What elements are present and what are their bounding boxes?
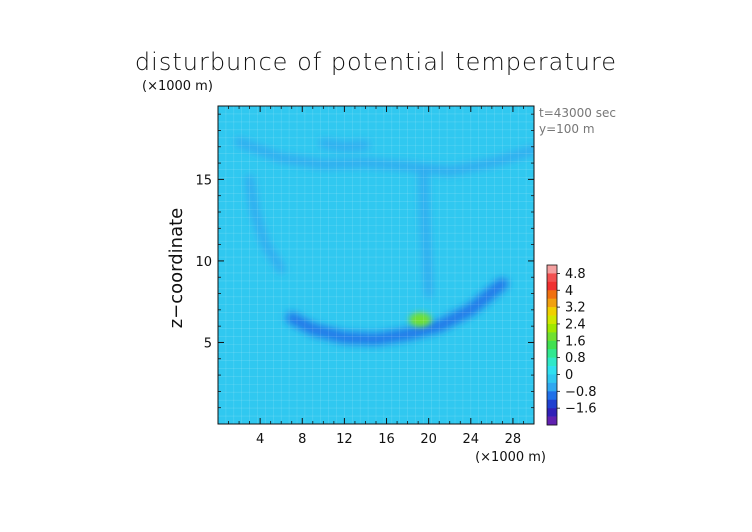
colorbar-swatch	[547, 366, 557, 375]
y-axis-label: z−coordinate	[166, 208, 187, 329]
colorbar-swatch	[547, 323, 557, 333]
field-spot	[409, 312, 432, 327]
colorbar-swatch	[547, 349, 557, 358]
colorbar-swatch	[547, 298, 557, 308]
y-unit-label: (×1000 m)	[142, 79, 213, 94]
x-tick-label: 28	[505, 432, 522, 447]
colorbar-swatch	[547, 340, 557, 350]
x-tick-label: 12	[336, 432, 353, 447]
colorbar-tick-label: 3.2	[565, 301, 586, 316]
colorbar-tick-label: −0.8	[565, 385, 597, 400]
colorbar-swatch	[547, 307, 557, 316]
colorbar-swatch	[547, 273, 557, 283]
field-band	[234, 137, 534, 176]
x-unit-label: (×1000 m)	[475, 450, 546, 465]
field-band	[418, 166, 434, 298]
colorbar-swatch	[547, 281, 557, 291]
colorbar-tick-label: 1.6	[565, 334, 586, 349]
info-time: t=43000 sec	[539, 106, 616, 120]
y-tick-label: 5	[204, 336, 212, 351]
colorbar-tick-label: 4	[565, 284, 573, 299]
x-tick-label: 20	[420, 432, 437, 447]
x-tick-label: 16	[378, 432, 395, 447]
colorbar: 4.8 4 3.22.4 1.6 0.8 0 −0.8 −1.6	[546, 264, 597, 426]
colorbar-swatch	[547, 315, 557, 325]
colorbar-swatch	[547, 290, 557, 299]
colorbar-swatch	[547, 416, 557, 426]
colorbar-swatch	[547, 374, 557, 384]
colorbar-tick-label: 4.8	[565, 267, 586, 282]
colorbar-tick-label: 2.4	[565, 317, 586, 332]
info-y: y=100 m	[539, 122, 595, 136]
colorbar-swatch	[547, 357, 557, 367]
y-tick-label: 10	[195, 255, 212, 270]
x-tick-label: 4	[256, 432, 264, 447]
y-axis: 5 10 15	[195, 113, 534, 409]
colorbar-swatch	[547, 391, 557, 401]
field-band	[318, 139, 370, 152]
x-tick-label: 24	[463, 432, 480, 447]
colorbar-tick-label: 0	[565, 368, 573, 383]
field-band	[285, 277, 509, 346]
field-background	[218, 106, 534, 424]
field-band	[245, 174, 286, 274]
colorbar-swatch	[547, 332, 557, 342]
colorbar-tick-label: −1.6	[565, 402, 597, 417]
x-tick-label: 8	[298, 432, 306, 447]
chart-title: disturbunce of potential temperature	[135, 48, 617, 76]
colorbar-swatch	[547, 382, 557, 392]
y-tick-label: 15	[195, 173, 212, 188]
colorbar-swatch	[547, 265, 557, 274]
heatmap-field	[218, 106, 534, 424]
colorbar-tick-label: 0.8	[565, 351, 586, 366]
colorbar-swatch	[547, 399, 557, 409]
x-axis: 4 8 12 16 20 24 28	[228, 106, 524, 447]
colorbar-swatch	[547, 408, 557, 417]
